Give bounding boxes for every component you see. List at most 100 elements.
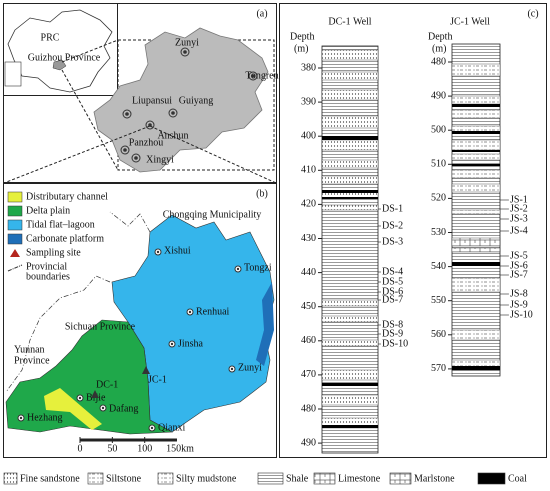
depth-label: Depth: [428, 31, 452, 42]
lime-layer: [451, 237, 501, 247]
legend-swatch: [7, 233, 23, 245]
city-marker: [134, 156, 138, 160]
legend-label: Sampling site: [26, 247, 81, 258]
zoom-line: [149, 125, 277, 184]
panel-c-frame: [279, 3, 547, 458]
depth-tick-label: 420: [301, 199, 316, 210]
panel-label: (c): [527, 8, 538, 19]
sand-layer: [451, 63, 501, 77]
city-label: Xishui: [164, 245, 191, 256]
city-label: Renhuai: [196, 306, 230, 317]
coal-layer: [452, 104, 500, 107]
province-boundary: [109, 211, 151, 233]
well-title: JC-1 Well: [450, 16, 490, 27]
sample-label: DS-8: [382, 319, 403, 330]
guizhou-inset: [52, 59, 67, 71]
sand-layer: [321, 175, 379, 185]
depth-tick-label: 490: [301, 437, 316, 448]
carbonate-area: [256, 282, 274, 366]
depth-unit: (m): [294, 43, 308, 54]
sand-layer: [321, 299, 379, 307]
sample-label: JS-4: [510, 225, 528, 236]
legend-label: Marlstone: [414, 473, 455, 484]
city-marker: [183, 50, 187, 54]
sand-layer: [451, 95, 501, 105]
sample-label: JS-3: [510, 213, 528, 224]
city-label: Hezhang: [27, 412, 63, 423]
city-marker: [131, 153, 141, 163]
sand-layer: [451, 209, 501, 215]
region-label: Yunnan: [14, 344, 45, 355]
sand-layer: [321, 71, 379, 81]
depth-tick-label: 520: [431, 193, 446, 204]
city-marker: [122, 109, 132, 119]
sand-layer: [451, 169, 501, 179]
sand-layer: [451, 277, 501, 293]
depth-tick-label: 490: [431, 90, 446, 101]
sand-layer: [321, 394, 379, 406]
legend-label: Tidal flat–lagoon: [26, 219, 95, 230]
city-marker: [120, 145, 130, 155]
coal-layer: [322, 190, 378, 193]
zoom-line: [3, 125, 151, 184]
province-label: Guizhou Province: [28, 52, 101, 63]
scale-label: 50: [107, 443, 117, 454]
legend-swatch: [257, 472, 284, 485]
city-label: Xingyi: [146, 154, 174, 165]
legend-swatch: [7, 205, 23, 217]
city-marker: [125, 112, 129, 116]
legend-label: Distributary channel: [26, 191, 108, 202]
panel-label: (b): [256, 188, 268, 199]
guizhou-map: [93, 27, 269, 173]
sand-layer: [321, 204, 379, 211]
depth-tick-label: 460: [301, 335, 316, 346]
sand-layer: [451, 153, 501, 161]
sampling-site: [142, 366, 150, 374]
sand-layer: [451, 329, 501, 341]
sample-label: JS-2: [510, 203, 528, 214]
sample-label: JS-7: [510, 269, 528, 280]
legend-swatch: [157, 472, 174, 485]
legend-label: Coal: [508, 473, 527, 484]
city-marker: [19, 416, 23, 420]
coal-layer: [322, 136, 378, 140]
zoom-line: [61, 69, 119, 171]
well-logs: DC-1 WellDepth(m)38039040041042043044045…: [290, 16, 533, 454]
sand-layer: [451, 109, 501, 119]
coal-layer: [322, 197, 378, 199]
city-label: Jinsha: [178, 338, 204, 349]
depth-unit: (m): [432, 43, 446, 54]
sampling-site: [91, 390, 99, 398]
legend-swatch: [477, 472, 506, 485]
zoom-line: [61, 39, 119, 63]
depth-tick-label: 540: [431, 261, 446, 272]
city-label: Panzhou: [129, 137, 163, 148]
city-label: Tongren: [245, 70, 278, 81]
city-marker: [180, 47, 190, 57]
sand-layer: [321, 139, 379, 151]
city-marker: [123, 148, 127, 152]
depth-tick-label: 400: [301, 130, 316, 141]
city-marker: [145, 120, 155, 130]
region-label: Sichuan Province: [65, 321, 136, 332]
city-label: Qianxi: [158, 422, 185, 433]
depth-tick-label: 380: [301, 62, 316, 73]
city-label: Zunyi: [175, 37, 199, 48]
city-label: Zunyi: [238, 362, 262, 373]
cities-a: Zunyi Tongren Liupansui Guiyang AnshunPanzho…: [120, 37, 279, 165]
legend-swatch: [3, 472, 18, 485]
sample-label: DS-3: [382, 236, 403, 247]
region-label: Province: [14, 355, 50, 366]
legend-boundary: [7, 264, 23, 272]
legend-swatch: [313, 472, 336, 485]
coal-layer: [452, 150, 500, 152]
region-label: Chongqing Municipality: [163, 209, 262, 220]
sand-layer: [321, 115, 379, 129]
sand-layer: [321, 369, 379, 381]
city-marker: [171, 111, 175, 115]
legend-label: Provincial: [26, 261, 67, 272]
legend-label: Carbonate platform: [26, 233, 104, 244]
country-label: PRC: [41, 32, 60, 43]
legend-swatch: [389, 472, 412, 485]
